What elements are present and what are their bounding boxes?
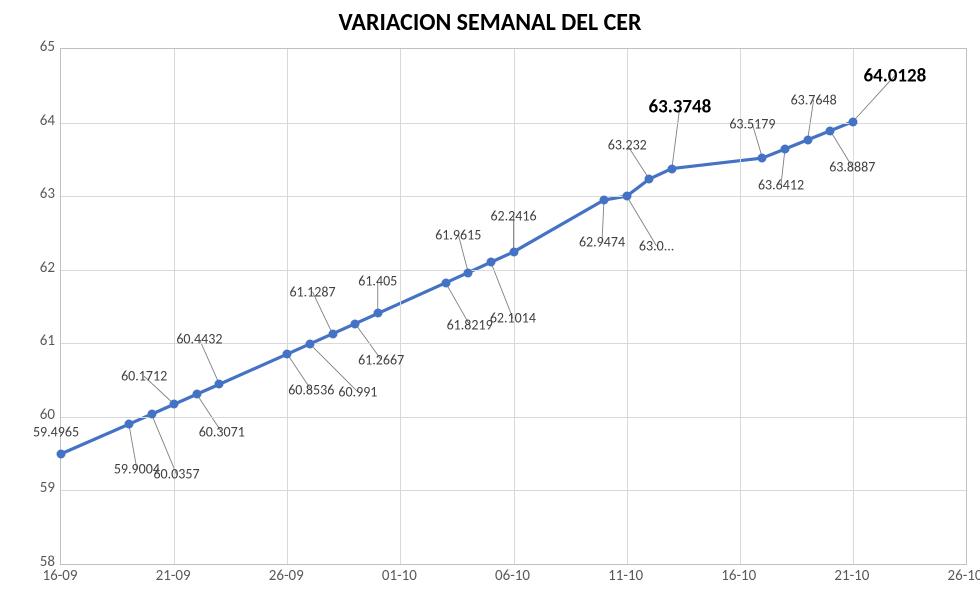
series-marker: [328, 329, 337, 338]
data-label: 61.2667: [358, 351, 404, 368]
x-axis-tick-label: 26-09: [256, 567, 316, 585]
chart-title: VARIACION SEMANAL DEL CER: [0, 8, 980, 37]
y-axis-tick-label: 60: [5, 406, 55, 424]
data-label: 60.4432: [176, 331, 222, 348]
gridline-vertical: [514, 49, 515, 564]
data-label: 62.1014: [490, 310, 536, 327]
gridline-vertical: [853, 49, 854, 564]
series-marker: [57, 449, 66, 458]
series-line: [61, 122, 853, 454]
series-marker: [622, 192, 631, 201]
series-marker: [781, 144, 790, 153]
gridline-vertical: [174, 49, 175, 564]
chart-plot-area: 59.496559.900460.035760.171260.307160.44…: [60, 48, 967, 565]
series-marker: [509, 247, 518, 256]
data-label: 60.991: [338, 383, 377, 400]
data-label: 63.5179: [729, 116, 775, 133]
x-axis-tick-label: 21-10: [822, 567, 882, 585]
data-label: 61.9615: [435, 226, 481, 243]
data-label: 60.8536: [288, 382, 334, 399]
series-marker: [645, 175, 654, 184]
x-axis-tick-label: 16-09: [30, 567, 90, 585]
data-label: 59.4965: [33, 423, 79, 440]
data-label: 61.405: [358, 273, 397, 290]
series-marker: [305, 339, 314, 348]
data-label: 62.9474: [579, 234, 625, 251]
x-axis-tick-label: 26-10: [935, 567, 980, 585]
y-axis-tick-label: 63: [5, 185, 55, 203]
y-axis-tick-label: 61: [5, 332, 55, 350]
series-marker: [826, 126, 835, 135]
gridline-vertical: [287, 49, 288, 564]
series-marker: [147, 410, 156, 419]
series-marker: [441, 278, 450, 287]
y-axis-tick-label: 65: [5, 38, 55, 56]
data-label: 63.6412: [758, 176, 804, 193]
data-label: 62.2416: [490, 207, 536, 224]
data-label: 60.3071: [199, 424, 245, 441]
data-label: 63.0...: [639, 238, 674, 255]
x-axis-tick-label: 16-10: [709, 567, 769, 585]
series-marker: [667, 164, 676, 173]
gridline-vertical: [627, 49, 628, 564]
series-marker: [848, 117, 857, 126]
x-axis-tick-label: 06-10: [483, 567, 543, 585]
series-marker: [600, 196, 609, 205]
series-marker: [170, 400, 179, 409]
y-axis-tick-label: 59: [5, 479, 55, 497]
series-marker: [373, 309, 382, 318]
data-label: 60.0357: [153, 466, 199, 483]
series-marker: [486, 258, 495, 267]
data-label: 61.8219: [447, 316, 493, 333]
data-label-highlight: 63.3748: [648, 95, 711, 118]
data-label: 60.1712: [121, 368, 167, 385]
data-label: 63.232: [608, 137, 647, 154]
data-label: 61.1287: [289, 283, 335, 300]
series-marker: [803, 135, 812, 144]
series-marker: [283, 350, 292, 359]
gridline-vertical: [400, 49, 401, 564]
series-marker: [758, 154, 767, 163]
series-marker: [215, 380, 224, 389]
y-axis-tick-label: 62: [5, 259, 55, 277]
series-marker: [351, 319, 360, 328]
data-label: 63.8887: [829, 158, 875, 175]
data-label: 63.7648: [791, 91, 837, 108]
series-marker: [464, 268, 473, 277]
series-marker: [192, 390, 201, 399]
x-axis-tick-label: 21-09: [143, 567, 203, 585]
data-label-highlight: 64.0128: [863, 64, 926, 87]
y-axis-tick-label: 64: [5, 112, 55, 130]
x-axis-tick-label: 01-10: [369, 567, 429, 585]
series-marker: [124, 420, 133, 429]
x-axis-tick-label: 11-10: [596, 567, 656, 585]
